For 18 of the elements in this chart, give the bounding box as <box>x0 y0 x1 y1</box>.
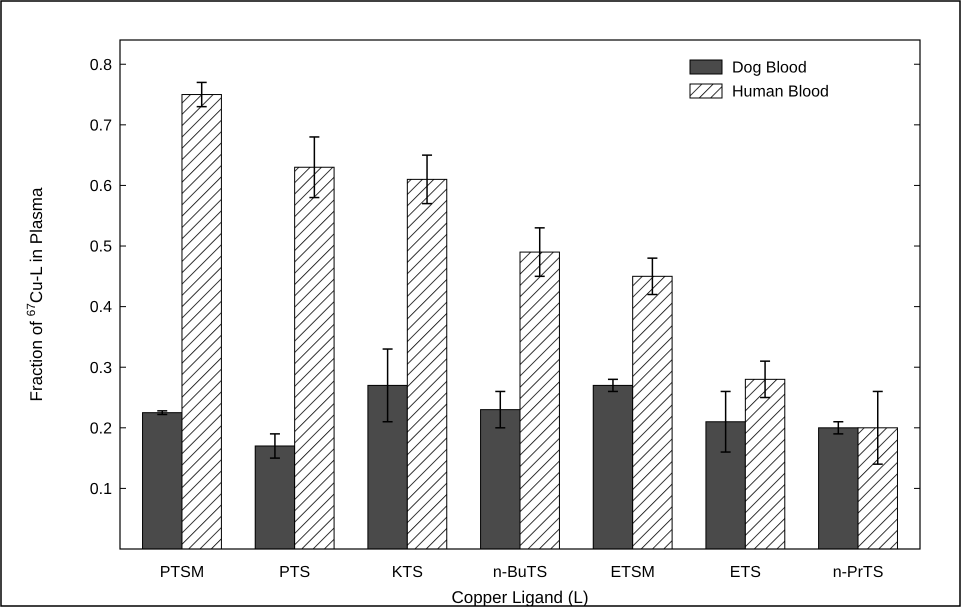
legend-label: Dog Blood <box>732 60 807 77</box>
y-tick-label: 0.5 <box>90 238 112 256</box>
y-tick-label: 0.6 <box>90 178 112 196</box>
y-tick-label: 0.8 <box>90 56 112 74</box>
y-tick-label: 0.4 <box>90 299 112 316</box>
x-tick-label: ETS <box>730 564 761 581</box>
x-tick-label: ETSM <box>610 564 655 581</box>
y-tick-label: 0.1 <box>90 481 112 498</box>
legend-label: Human Blood <box>732 84 829 101</box>
x-axis-title: Copper Ligand (L) <box>451 588 589 607</box>
y-tick-label: 0.7 <box>90 117 112 134</box>
x-tick-label: n-PrTS <box>832 564 884 581</box>
x-tick-label: PTSM <box>160 564 204 581</box>
x-tick-label: n-BuTS <box>492 564 548 581</box>
x-tick-label: PTS <box>279 564 310 581</box>
x-tick-label: KTS <box>392 564 423 581</box>
y-tick-label: 0.2 <box>90 420 112 438</box>
y-tick-label: 0.3 <box>90 360 112 377</box>
